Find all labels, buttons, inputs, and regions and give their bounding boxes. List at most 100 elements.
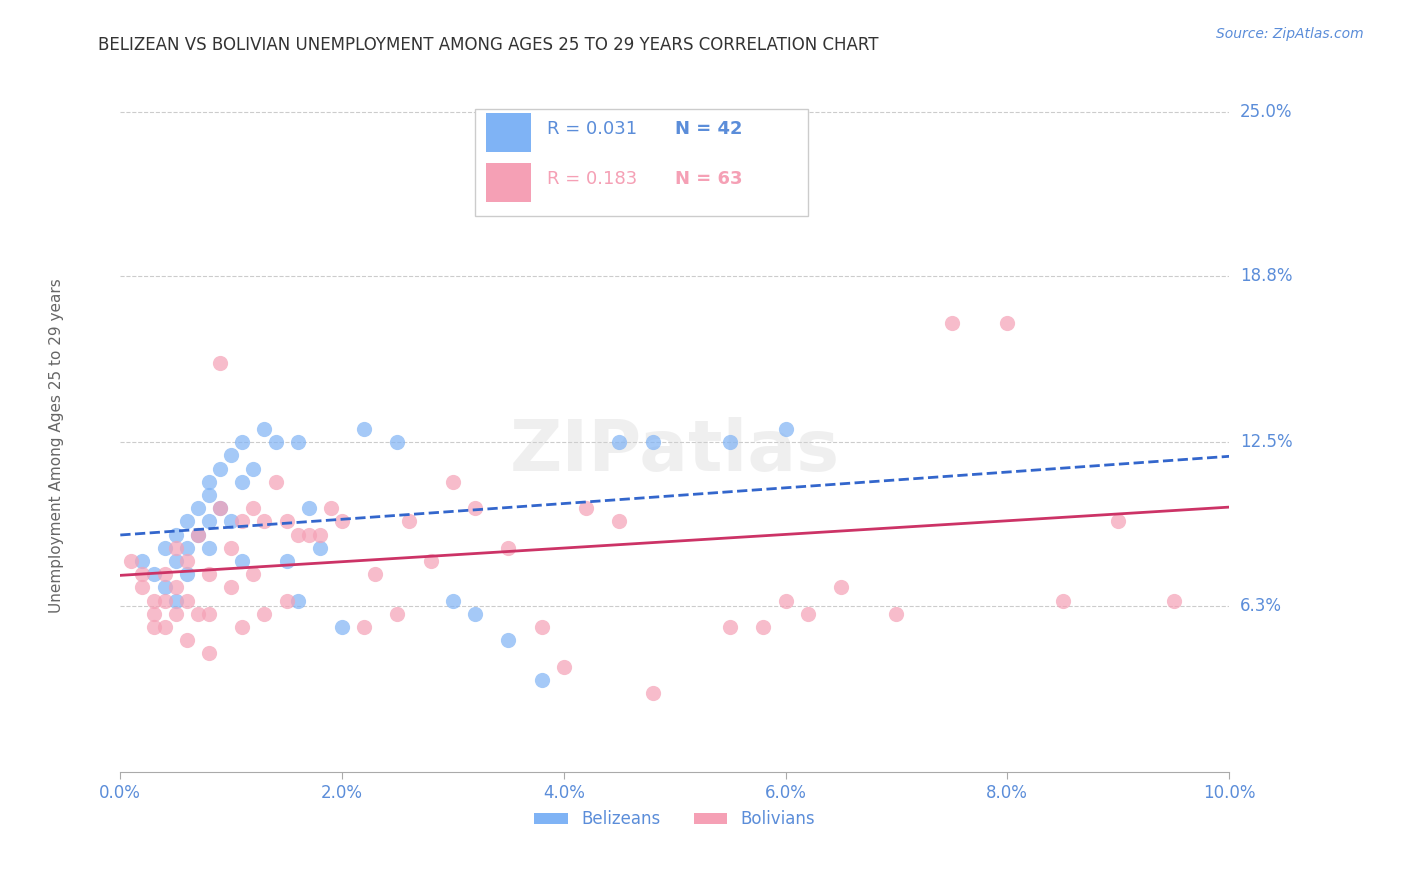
Text: BELIZEAN VS BOLIVIAN UNEMPLOYMENT AMONG AGES 25 TO 29 YEARS CORRELATION CHART: BELIZEAN VS BOLIVIAN UNEMPLOYMENT AMONG … [98,36,879,54]
Legend: Belizeans, Bolivians: Belizeans, Bolivians [527,804,821,835]
Point [253,607,276,621]
Point [142,620,165,634]
Text: Source: ZipAtlas.com: Source: ZipAtlas.com [1216,27,1364,41]
Point [176,593,198,607]
Text: ZIPatlas: ZIPatlas [509,417,839,486]
Bar [475,110,807,217]
Point [364,567,387,582]
Point [242,461,264,475]
Point [187,527,209,541]
Point [830,580,852,594]
Text: R = 0.031: R = 0.031 [547,120,637,138]
Point [530,673,553,687]
Point [165,554,187,568]
Text: 6.3%: 6.3% [1240,597,1282,615]
Point [153,580,176,594]
Point [309,527,332,541]
Point [242,501,264,516]
Point [995,317,1018,331]
Point [641,686,664,700]
Point [231,620,253,634]
Point [775,593,797,607]
Point [353,422,375,436]
Text: 25.0%: 25.0% [1240,103,1292,121]
Point [464,501,486,516]
Text: N = 42: N = 42 [675,120,742,138]
Point [198,541,221,555]
Point [775,422,797,436]
Point [1052,593,1074,607]
Point [419,554,441,568]
Point [330,620,353,634]
Point [498,633,520,648]
Point [231,514,253,528]
Point [231,554,253,568]
Point [607,435,630,450]
Point [441,475,464,489]
Point [319,501,342,516]
Point [1163,593,1185,607]
Point [353,620,375,634]
Point [264,435,287,450]
Point [752,620,775,634]
Point [287,435,309,450]
Point [276,514,298,528]
Point [886,607,908,621]
Point [209,501,232,516]
Point [176,514,198,528]
Point [219,514,242,528]
Point [165,593,187,607]
Point [607,514,630,528]
Point [553,659,575,673]
Point [287,593,309,607]
Point [530,620,553,634]
Point [309,541,332,555]
Point [276,554,298,568]
Bar [486,163,530,202]
Point [941,317,963,331]
Point [219,541,242,555]
Point [209,461,232,475]
Point [718,435,741,450]
Point [231,435,253,450]
Point [242,567,264,582]
Point [498,541,520,555]
Point [298,527,321,541]
Point [387,607,409,621]
Point [198,488,221,502]
Point [131,567,153,582]
Point [198,475,221,489]
Point [165,607,187,621]
Point [176,541,198,555]
Point [142,593,165,607]
Point [796,607,818,621]
Point [187,501,209,516]
Point [187,527,209,541]
Point [120,554,142,568]
Text: N = 63: N = 63 [675,170,742,188]
Bar [486,113,530,153]
Point [330,514,353,528]
Text: 18.8%: 18.8% [1240,267,1292,285]
Point [641,435,664,450]
Point [131,554,153,568]
Point [165,580,187,594]
Point [253,422,276,436]
Point [153,620,176,634]
Point [441,593,464,607]
Point [198,567,221,582]
Point [153,593,176,607]
Text: Unemployment Among Ages 25 to 29 years: Unemployment Among Ages 25 to 29 years [49,278,63,614]
Point [231,475,253,489]
Point [198,607,221,621]
Point [209,501,232,516]
Point [276,593,298,607]
Point [219,580,242,594]
Point [176,567,198,582]
Text: 12.5%: 12.5% [1240,434,1292,451]
Point [219,449,242,463]
Point [198,646,221,660]
Point [287,527,309,541]
Point [153,567,176,582]
Point [398,514,420,528]
